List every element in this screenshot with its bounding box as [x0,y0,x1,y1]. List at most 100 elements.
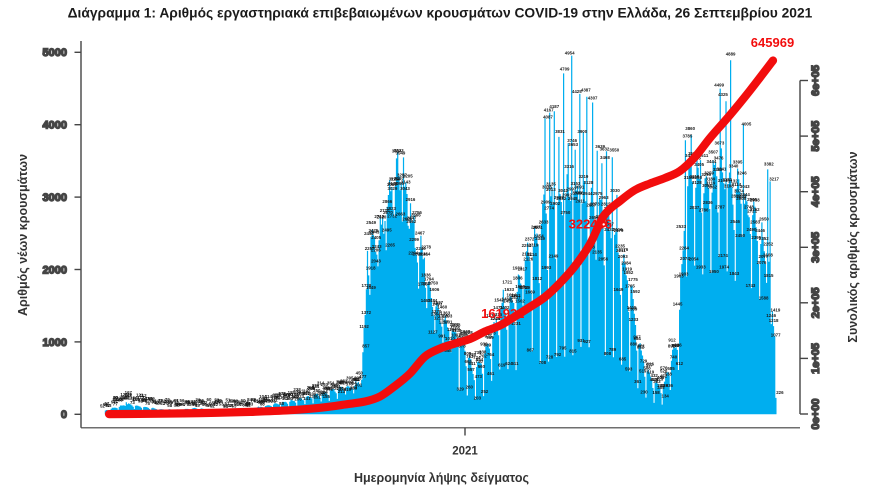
svg-text:3474: 3474 [685,153,695,158]
svg-text:1775: 1775 [628,277,638,282]
svg-text:3382: 3382 [764,161,774,166]
svg-text:91: 91 [111,400,116,405]
svg-text:2650: 2650 [759,216,769,221]
svg-text:99: 99 [141,397,146,402]
svg-text:3507: 3507 [708,149,718,154]
svg-text:3153: 3153 [571,181,581,186]
svg-text:369: 369 [346,380,354,385]
svg-text:354: 354 [327,381,335,386]
svg-text:80: 80 [188,401,193,406]
svg-text:2141: 2141 [418,251,428,256]
svg-text:3150: 3150 [684,175,694,180]
svg-text:1919: 1919 [622,266,632,271]
svg-text:67: 67 [176,402,181,407]
svg-text:135: 135 [274,393,282,398]
svg-text:51: 51 [225,398,230,403]
svg-text:2902: 2902 [550,201,560,206]
svg-text:3181: 3181 [722,177,732,182]
svg-text:2546: 2546 [730,219,740,224]
svg-text:641: 641 [468,361,476,366]
svg-text:279: 279 [312,383,320,388]
svg-text:1275: 1275 [486,313,496,318]
svg-text:2956: 2956 [574,190,584,195]
svg-text:1201: 1201 [443,319,453,324]
svg-text:120: 120 [260,398,268,403]
svg-text:2257: 2257 [365,246,375,251]
svg-text:3062: 3062 [707,185,717,190]
svg-text:164: 164 [283,393,291,398]
svg-text:2454: 2454 [534,234,544,239]
svg-text:3036: 3036 [542,185,552,190]
svg-text:2666: 2666 [411,212,421,217]
svg-text:3030: 3030 [610,188,620,193]
svg-text:76: 76 [151,399,156,404]
svg-text:72: 72 [158,398,163,403]
svg-text:3259: 3259 [704,170,714,175]
svg-text:1415: 1415 [627,305,637,310]
svg-text:4307: 4307 [588,96,598,101]
svg-text:72: 72 [197,401,202,406]
svg-text:3e+05: 3e+05 [810,232,822,263]
svg-text:1806: 1806 [513,276,523,281]
svg-text:203: 203 [474,396,482,401]
svg-text:40: 40 [163,399,168,404]
svg-text:226: 226 [776,390,784,395]
svg-text:284: 284 [320,390,328,395]
svg-text:68: 68 [166,398,171,403]
svg-text:1903: 1903 [674,274,684,279]
svg-text:2206: 2206 [371,248,381,253]
svg-text:2182: 2182 [522,251,532,256]
svg-text:2054: 2054 [689,257,699,262]
svg-text:121: 121 [136,393,144,398]
svg-text:250: 250 [313,388,321,393]
svg-text:206: 206 [294,396,302,401]
svg-text:1843: 1843 [729,271,739,276]
svg-text:60: 60 [234,399,239,404]
svg-text:4325: 4325 [718,92,728,97]
svg-text:3043: 3043 [400,186,410,191]
svg-text:996: 996 [460,331,468,336]
svg-text:1794: 1794 [424,276,434,281]
svg-text:281: 281 [312,384,320,389]
svg-text:927: 927 [583,339,591,344]
svg-text:329: 329 [457,387,465,392]
svg-text:1649: 1649 [366,285,376,290]
svg-text:260: 260 [466,385,474,390]
svg-text:120: 120 [265,399,273,404]
svg-text:2908: 2908 [736,196,746,201]
svg-text:143: 143 [124,393,132,398]
svg-text:3831: 3831 [555,129,565,134]
svg-text:3029: 3029 [388,186,398,191]
svg-text:3159: 3159 [391,177,401,182]
svg-text:858: 858 [444,348,452,353]
svg-text:70: 70 [245,402,250,407]
svg-text:2710: 2710 [374,214,384,219]
svg-text:2710: 2710 [380,208,390,213]
svg-text:121: 121 [115,397,123,402]
svg-text:56: 56 [202,402,207,407]
svg-text:1127: 1127 [428,330,438,335]
svg-text:62: 62 [187,402,192,407]
svg-text:1592: 1592 [630,289,640,294]
svg-text:3476: 3476 [714,156,724,161]
svg-text:1138: 1138 [452,328,462,333]
svg-text:3289: 3289 [713,167,723,172]
svg-text:729: 729 [640,359,648,364]
svg-text:1588: 1588 [759,295,769,300]
svg-text:2756: 2756 [412,210,422,215]
svg-text:1066: 1066 [459,333,469,338]
svg-text:Διάγραμμα 1: Αριθμός εργαστηρι: Διάγραμμα 1: Αριθμός εργαστηριακά επιβεβ… [68,6,813,21]
svg-text:1236: 1236 [491,316,501,321]
svg-text:60: 60 [241,398,246,403]
svg-text:314: 314 [317,381,325,386]
svg-text:3205: 3205 [403,173,413,178]
svg-text:152: 152 [271,393,279,398]
svg-text:2938: 2938 [750,198,760,203]
svg-text:1918: 1918 [366,265,376,270]
svg-text:60: 60 [207,397,212,402]
svg-text:1068: 1068 [461,329,471,334]
svg-text:2911: 2911 [575,199,585,204]
svg-text:2452: 2452 [364,231,374,236]
svg-text:462: 462 [352,377,360,382]
svg-text:192: 192 [303,388,311,393]
